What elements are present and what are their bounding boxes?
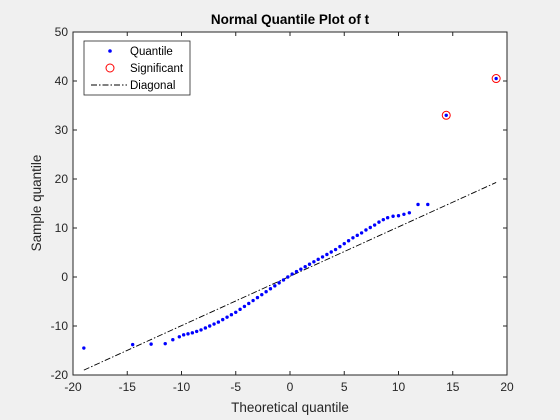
quantile-point	[364, 228, 368, 232]
y-axis-label: Sample quantile	[29, 155, 44, 252]
quantile-point	[407, 211, 412, 215]
significant-point-dot	[494, 76, 498, 81]
quantile-point	[212, 322, 216, 326]
legend-significant-label: Significant	[130, 63, 184, 75]
quantile-point	[402, 212, 406, 216]
x-tick-label: 15	[446, 380, 460, 394]
y-tick-label: -20	[51, 368, 69, 382]
legend-significant-marker	[105, 63, 115, 73]
quantile-point	[208, 324, 212, 328]
quantile-point	[316, 257, 320, 262]
quantile-point	[247, 301, 251, 306]
quantile-point	[381, 217, 386, 222]
legend-quantile-label: Quantile	[130, 46, 173, 58]
y-tick-label: 50	[55, 25, 69, 39]
quantile-point	[234, 310, 238, 314]
quantile-point	[416, 202, 420, 207]
quantile-point	[281, 278, 286, 282]
chart-title: Normal Quantile Plot of t	[211, 12, 370, 27]
quantile-point	[264, 290, 268, 294]
quantile-point	[325, 252, 329, 257]
quantile-point	[149, 342, 153, 346]
legend-quantile-marker	[108, 49, 112, 53]
quantile-point	[320, 255, 325, 259]
quantile-point	[177, 335, 182, 339]
legend-box	[83, 40, 191, 96]
quantile-point	[268, 287, 273, 291]
quantile-point	[238, 307, 242, 312]
quantile-point	[260, 292, 264, 297]
quantile-point	[273, 284, 277, 288]
legend-diagonal-label: Diagonal	[130, 80, 175, 92]
quantile-point	[277, 281, 281, 285]
quantile-point	[307, 262, 312, 266]
quantile-point	[181, 333, 186, 337]
quantile-point	[199, 328, 203, 332]
quantile-point	[203, 326, 208, 330]
quantile-point	[294, 269, 299, 274]
x-axis-label: Theoretical quantile	[231, 400, 349, 415]
quantile-point	[333, 247, 338, 252]
significant-point-dot	[444, 113, 448, 118]
y-tick-label: 30	[55, 123, 69, 137]
significant-point-circle	[441, 110, 451, 120]
significant-points-layer	[441, 74, 501, 120]
quantile-point	[194, 329, 199, 334]
quantile-point	[255, 295, 260, 300]
quantile-point	[171, 338, 175, 342]
x-tick-label: 0	[287, 380, 294, 394]
quantile-point	[221, 317, 225, 322]
quantile-point	[229, 313, 234, 317]
quantile-point	[338, 244, 342, 249]
quantile-point	[312, 260, 316, 264]
quantile-point	[242, 304, 247, 309]
quantile-point	[372, 223, 377, 227]
quantile-point	[299, 267, 303, 271]
y-tick-label: 20	[55, 172, 69, 186]
x-tick-label: -5	[230, 380, 241, 394]
quantile-point	[346, 239, 351, 243]
quantile-point	[290, 272, 294, 276]
x-tick-label: -15	[119, 380, 137, 394]
quantile-point	[368, 225, 372, 230]
quantile-point	[329, 250, 333, 254]
quantile-point	[130, 342, 135, 347]
quantile-point	[396, 214, 401, 218]
x-tick-label: -20	[64, 380, 82, 394]
quantile-point	[286, 275, 290, 279]
quantile-point	[342, 241, 346, 246]
x-tick-label: -10	[173, 380, 191, 394]
quantile-point	[385, 216, 390, 220]
x-tick-label: 5	[341, 380, 348, 394]
quantile-point	[225, 315, 229, 319]
y-tick-label: 40	[55, 74, 69, 88]
quantile-point	[303, 265, 307, 269]
quantile-point	[355, 233, 359, 238]
quantile-point	[251, 298, 255, 303]
significant-point-circle	[491, 74, 501, 84]
quantile-point	[163, 341, 167, 346]
quantile-point	[82, 346, 86, 350]
legend: Quantile Significant Diagonal	[83, 40, 191, 96]
y-ticks: -20 -10 0 10 20 30 40 50	[51, 25, 507, 382]
quantile-point	[216, 320, 221, 324]
x-tick-label: 10	[392, 380, 406, 394]
diagonal-line	[83, 182, 497, 371]
quantile-point	[351, 236, 355, 240]
quantile-point	[359, 231, 364, 235]
y-tick-label: 10	[55, 221, 69, 235]
quantile-point	[186, 332, 190, 336]
diagonal-line-layer	[83, 182, 497, 371]
quantile-points-layer	[82, 202, 430, 350]
quantile-point	[190, 331, 195, 335]
quantile-point	[377, 220, 381, 224]
y-tick-label: 0	[61, 270, 68, 284]
x-tick-label: 20	[500, 380, 514, 394]
x-ticks: -20 -15 -10 -5 0 5 10 15 20	[64, 32, 514, 394]
y-tick-label: -10	[51, 319, 69, 333]
quantile-point	[391, 214, 395, 218]
quantile-point	[426, 202, 430, 207]
